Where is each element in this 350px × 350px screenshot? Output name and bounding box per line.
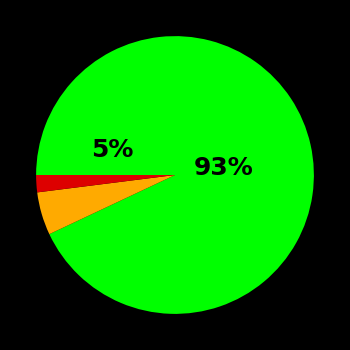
Wedge shape — [37, 175, 175, 234]
Wedge shape — [36, 36, 314, 314]
Wedge shape — [36, 175, 175, 192]
Text: 93%: 93% — [194, 156, 253, 180]
Text: 5%: 5% — [91, 138, 134, 162]
